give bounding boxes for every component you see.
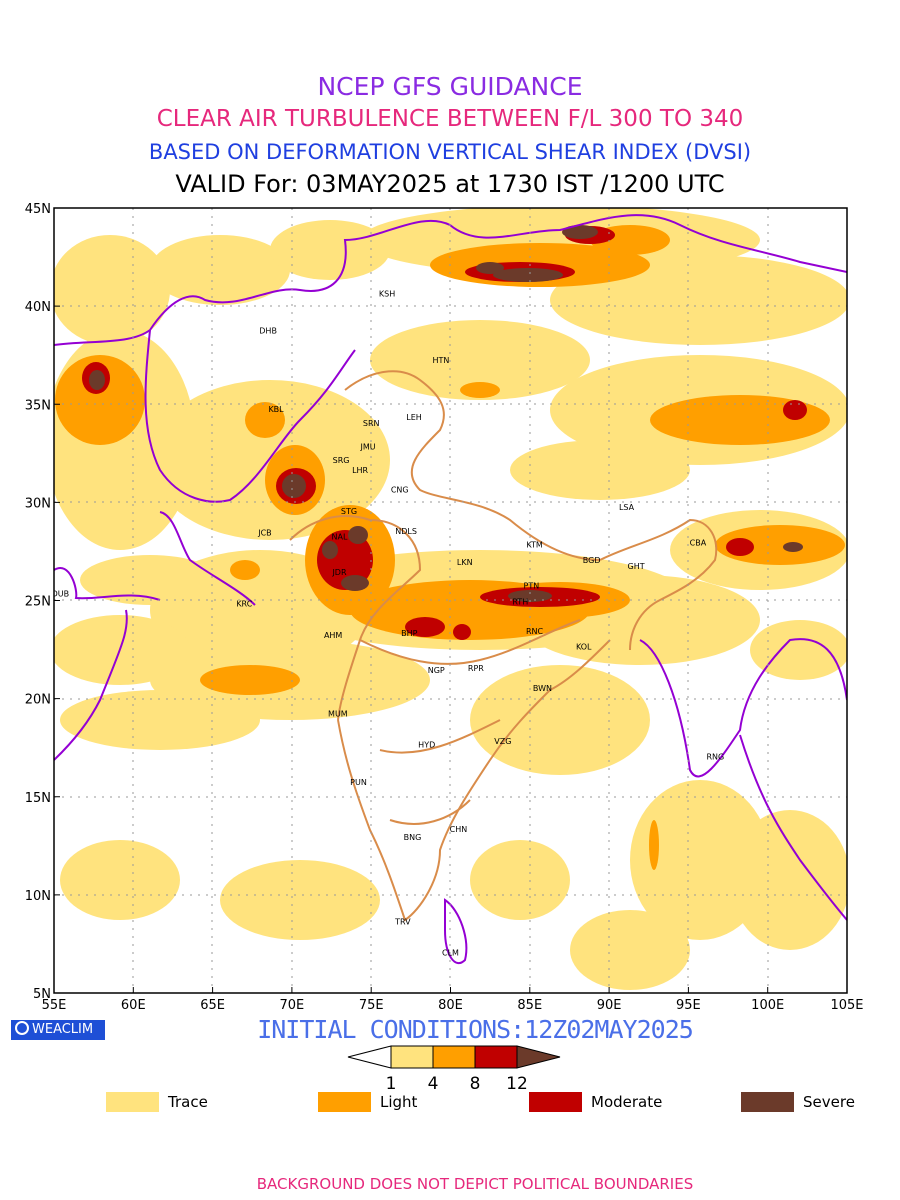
- x-tick-label: 85E: [517, 998, 542, 1013]
- x-tick-label: 90E: [597, 998, 622, 1013]
- city-label-dub: DUB: [52, 590, 70, 599]
- logo-text: WEACLIM: [32, 1022, 94, 1037]
- city-label-cba: CBA: [690, 539, 707, 548]
- severe-areas: [89, 225, 803, 602]
- city-label-rpr: RPR: [468, 664, 484, 673]
- title-line-1: NCEP GFS GUIDANCE: [317, 72, 583, 101]
- legend-label-moderate: Moderate: [591, 1093, 663, 1111]
- legend-swatch-light: [318, 1092, 371, 1112]
- x-tick-label: 65E: [200, 998, 225, 1013]
- state-boundary-lines: [289, 370, 718, 922]
- city-label-ght: GHT: [628, 562, 645, 571]
- colorbar-segment-below: [347, 1045, 392, 1069]
- legend-swatch-trace: [106, 1092, 159, 1112]
- city-label-ktm: KTM: [526, 541, 543, 550]
- city-label-rth: RTH: [512, 597, 528, 606]
- city-label-cng: CNG: [391, 486, 409, 495]
- city-label-jcb: JCB: [257, 529, 271, 538]
- city-label-nal: NAL: [332, 533, 348, 542]
- city-label-lkn: LKN: [457, 558, 473, 567]
- weaclim-logo: WEACLIM: [11, 1020, 105, 1040]
- y-tick-label: 35N: [25, 398, 51, 413]
- city-label-ksh: KSH: [379, 289, 395, 298]
- initial-conditions: INITIAL CONDITIONS:12Z02MAY2025: [257, 1015, 694, 1044]
- legend-label-light: Light: [380, 1093, 418, 1111]
- y-tick-label: 40N: [25, 300, 51, 315]
- city-label-lsa: LSA: [619, 503, 635, 512]
- colorbar-tick-1: 1: [386, 1074, 397, 1094]
- city-label-bng: BNG: [404, 833, 422, 842]
- x-tick-label: 95E: [676, 998, 701, 1013]
- city-label-ahm: AHM: [324, 631, 342, 640]
- city-label-chn: CHN: [450, 825, 468, 834]
- legend-label-trace: Trace: [168, 1093, 208, 1111]
- city-label-jmu: JMU: [359, 442, 375, 451]
- y-tick-label: 20N: [25, 693, 51, 708]
- light-areas: [55, 225, 845, 870]
- longitude-axis: 55E 60E 65E 70E 75E 80E 85E 90E 95E 100E 105E: [42, 987, 864, 1013]
- city-label-rnc: RNC: [526, 627, 544, 636]
- city-label-hyd: HYD: [418, 741, 435, 750]
- weaclim-ring-icon: [15, 1021, 29, 1035]
- city-label-trv: TRV: [394, 917, 411, 926]
- x-tick-label: 100E: [751, 998, 784, 1013]
- city-label-bhp: BHP: [401, 629, 418, 638]
- city-label-vzg: VZG: [494, 737, 511, 746]
- y-tick-label: 25N: [25, 595, 51, 610]
- x-tick-label: 60E: [121, 998, 146, 1013]
- city-label-krc: KRC: [236, 599, 252, 608]
- colorbar-segment-moderate: [474, 1045, 518, 1069]
- y-tick-label: 10N: [25, 889, 51, 904]
- grid-lines: [54, 208, 847, 993]
- footer-disclaimer: BACKGROUND DOES NOT DEPICT POLITICAL BOU…: [256, 1175, 694, 1193]
- valid-time-line: VALID For: 03MAY2025 at 1730 IST /1200 U…: [175, 170, 725, 198]
- city-label-bwn: BWN: [533, 684, 552, 693]
- city-label-stg: STG: [341, 507, 357, 516]
- colorbar-tick-2: 4: [428, 1074, 439, 1094]
- x-tick-label: 80E: [438, 998, 463, 1013]
- y-tick-label: 30N: [25, 496, 51, 511]
- city-label-mum: MUM: [328, 709, 348, 718]
- city-label-clm: CLM: [442, 949, 459, 958]
- y-tick-label: 45N: [25, 202, 51, 217]
- city-label-srn: SRN: [363, 419, 380, 428]
- x-tick-label: 70E: [280, 998, 305, 1013]
- x-tick-label: 105E: [830, 998, 863, 1013]
- y-tick-label: 5N: [33, 987, 51, 1002]
- city-label-kbl: KBL: [268, 405, 284, 414]
- legend-swatch-severe: [741, 1092, 794, 1112]
- city-label-ngp: NGP: [428, 666, 445, 675]
- city-label-lhr: LHR: [352, 466, 368, 475]
- legend-label-severe: Severe: [803, 1093, 855, 1111]
- colorbar-segment-trace: [390, 1045, 434, 1069]
- city-label-ndls: NDLS: [395, 527, 417, 536]
- colorbar-segment-light: [432, 1045, 476, 1069]
- city-label-rng: RNG: [706, 752, 724, 761]
- city-label-htn: HTN: [433, 356, 450, 365]
- city-label-kol: KOL: [576, 643, 592, 652]
- y-tick-label: 15N: [25, 791, 51, 806]
- city-label-srg: SRG: [333, 456, 350, 465]
- colorbar-tick-3: 8: [470, 1074, 481, 1094]
- city-label-leh: LEH: [406, 413, 422, 422]
- latitude-axis: 45N 40N 35N 30N 25N 20N 15N 10N 5N: [25, 202, 60, 1002]
- city-label-bgd: BGD: [583, 556, 601, 565]
- city-label-ptn: PTN: [524, 582, 540, 591]
- legend-swatch-moderate: [529, 1092, 582, 1112]
- title-line-2: CLEAR AIR TURBULENCE BETWEEN F/L 300 TO …: [156, 106, 744, 132]
- title-line-3: BASED ON DEFORMATION VERTICAL SHEAR INDE…: [148, 140, 752, 164]
- city-label-pun: PUN: [350, 778, 367, 787]
- city-label-dhb: DHB: [259, 327, 277, 336]
- x-tick-label: 55E: [42, 998, 67, 1013]
- boundary-lines: [54, 214, 847, 965]
- colorbar: 1 4 8 12: [347, 1045, 561, 1094]
- x-tick-label: 75E: [359, 998, 384, 1013]
- city-label-jdr: JDR: [331, 568, 347, 577]
- colorbar-tick-4: 12: [506, 1074, 528, 1094]
- colorbar-segment-severe: [516, 1045, 561, 1069]
